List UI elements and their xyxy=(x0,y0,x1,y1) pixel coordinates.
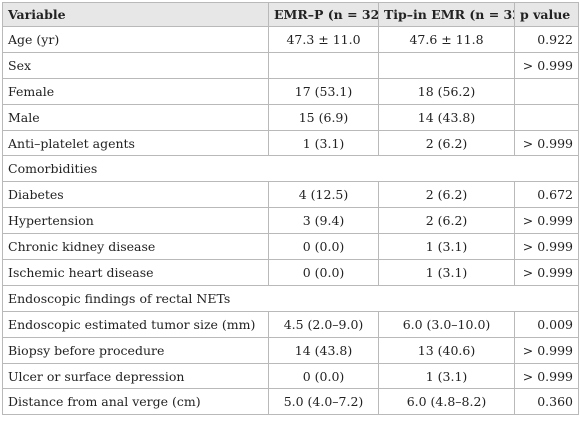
section-row: Endoscopic findings of rectal NETs xyxy=(2,284,579,312)
cell-variable: Hypertension xyxy=(2,207,269,235)
cell-tip-in-emr: 1 (3.1) xyxy=(378,259,515,286)
cell-variable: Distance from anal verge (cm) xyxy=(2,388,269,416)
table-row: Endoscopic estimated tumor size (mm) 4.5 … xyxy=(2,310,579,338)
cell-emr-p: 14 (43.8) xyxy=(268,336,379,364)
cell-tip-in-emr: 14 (43.8) xyxy=(378,103,515,131)
table-row: Ischemic heart disease 0 (0.0) 1 (3.1) > 0.… xyxy=(2,259,579,286)
cell-p-value xyxy=(514,77,579,105)
cell-p-value: > 0.999 xyxy=(514,336,579,364)
cell-tip-in-emr: 2 (6.2) xyxy=(378,129,515,157)
header-tip-in-emr: Tip–in EMR (n = 32) xyxy=(378,2,515,27)
table-row: Chronic kidney disease 0 (0.0) 1 (3.1) > 0.… xyxy=(2,233,579,261)
cell-variable: Age (yr) xyxy=(2,26,269,53)
cell-p-value: > 0.999 xyxy=(514,259,579,286)
table-row: Female 17 (53.1) 18 (56.2) xyxy=(2,77,579,105)
cell-emr-p: 4.5 (2.0–9.0) xyxy=(268,310,379,338)
cell-emr-p xyxy=(268,51,379,79)
section-heading: Endoscopic findings of rectal NETs xyxy=(2,284,579,312)
table-row: Ulcer or surface depression 0 (0.0) 1 (3.1… xyxy=(2,362,579,390)
cell-variable: Ischemic heart disease xyxy=(2,259,269,286)
table-row: Anti–platelet agents 1 (3.1) 2 (6.2) > 0.99… xyxy=(2,129,579,157)
cell-p-value: > 0.999 xyxy=(514,51,579,79)
cell-variable: Diabetes xyxy=(2,181,269,209)
cell-tip-in-emr: 1 (3.1) xyxy=(378,362,515,390)
cell-variable: Chronic kidney disease xyxy=(2,233,269,261)
table-row: Distance from anal verge (cm) 5.0 (4.0–7.… xyxy=(2,388,579,416)
table-row: Age (yr) 47.3 ± 11.0 47.6 ± 11.8 0.922 xyxy=(2,26,579,53)
cell-emr-p: 5.0 (4.0–7.2) xyxy=(268,388,379,416)
cell-emr-p: 3 (9.4) xyxy=(268,207,379,235)
cell-p-value: 0.009 xyxy=(514,310,579,338)
table-header: Variable EMR–P (n = 32) Tip–in EMR (n = … xyxy=(2,2,579,27)
cell-variable: Endoscopic estimated tumor size (mm) xyxy=(2,310,269,338)
cell-variable: Female xyxy=(2,77,269,105)
table-row: Hypertension 3 (9.4) 2 (6.2) > 0.999 xyxy=(2,207,579,235)
section-row: Comorbidities xyxy=(2,155,579,183)
cell-emr-p: 0 (0.0) xyxy=(268,362,379,390)
header-variable: Variable xyxy=(2,2,269,27)
cell-p-value: > 0.999 xyxy=(514,362,579,390)
cell-tip-in-emr: 18 (56.2) xyxy=(378,77,515,105)
cell-variable: Anti–platelet agents xyxy=(2,129,269,157)
header-emr-p: EMR–P (n = 32) xyxy=(268,2,379,27)
cell-variable: Sex xyxy=(2,51,269,79)
cell-emr-p: 47.3 ± 11.0 xyxy=(268,26,379,53)
table-row: Biopsy before procedure 14 (43.8) 13 (40.6… xyxy=(2,336,579,364)
cell-tip-in-emr xyxy=(378,51,515,79)
section-heading: Comorbidities xyxy=(2,155,579,183)
cell-variable: Ulcer or surface depression xyxy=(2,362,269,390)
cell-variable: Biopsy before procedure xyxy=(2,336,269,364)
cell-tip-in-emr: 6.0 (4.8–8.2) xyxy=(378,388,515,416)
cell-emr-p: 4 (12.5) xyxy=(268,181,379,209)
table-body: Age (yr) 47.3 ± 11.0 47.6 ± 11.8 0.922 Sex > … xyxy=(2,26,579,416)
cell-emr-p: 0 (0.0) xyxy=(268,233,379,261)
cell-tip-in-emr: 1 (3.1) xyxy=(378,233,515,261)
cell-emr-p: 15 (6.9) xyxy=(268,103,379,131)
table-row: Male 15 (6.9) 14 (43.8) xyxy=(2,103,579,131)
cell-p-value: > 0.999 xyxy=(514,233,579,261)
cell-emr-p: 0 (0.0) xyxy=(268,259,379,286)
cell-tip-in-emr: 13 (40.6) xyxy=(378,336,515,364)
cell-p-value: > 0.999 xyxy=(514,129,579,157)
cell-tip-in-emr: 6.0 (3.0–10.0) xyxy=(378,310,515,338)
cell-p-value xyxy=(514,103,579,131)
cell-variable: Male xyxy=(2,103,269,131)
cell-p-value: 0.360 xyxy=(514,388,579,416)
comparison-table: Variable EMR–P (n = 32) Tip–in EMR (n = … xyxy=(2,2,579,416)
cell-emr-p: 1 (3.1) xyxy=(268,129,379,157)
header-p-value: p value xyxy=(514,2,579,27)
table-row: Sex > 0.999 xyxy=(2,51,579,79)
cell-p-value: 0.672 xyxy=(514,181,579,209)
cell-tip-in-emr: 2 (6.2) xyxy=(378,181,515,209)
header-row: Variable EMR–P (n = 32) Tip–in EMR (n = … xyxy=(2,2,579,27)
cell-p-value: 0.922 xyxy=(514,26,579,53)
cell-emr-p: 17 (53.1) xyxy=(268,77,379,105)
cell-tip-in-emr: 47.6 ± 11.8 xyxy=(378,26,515,53)
table-row: Diabetes 4 (12.5) 2 (6.2) 0.672 xyxy=(2,181,579,209)
cell-tip-in-emr: 2 (6.2) xyxy=(378,207,515,235)
cell-p-value: > 0.999 xyxy=(514,207,579,235)
table-wrapper: Variable EMR–P (n = 32) Tip–in EMR (n = … xyxy=(2,2,579,416)
